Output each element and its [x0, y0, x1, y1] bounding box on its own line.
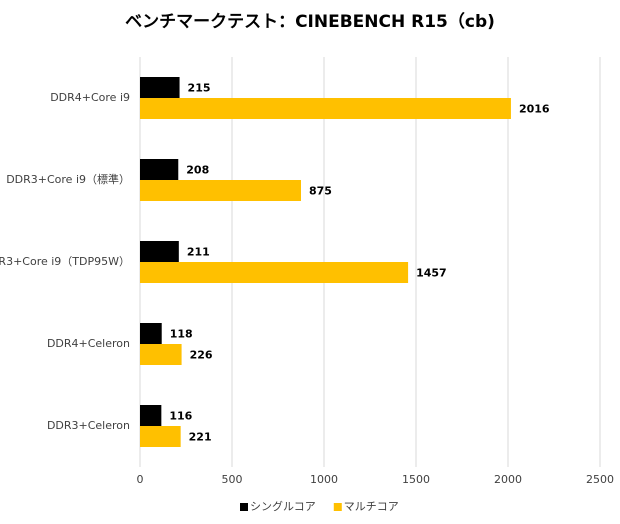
bar — [140, 262, 409, 283]
data-label: 875 — [309, 185, 332, 198]
x-tick-label: 0 — [137, 473, 144, 486]
x-tick-label: 1500 — [402, 473, 430, 486]
data-label: 2016 — [519, 103, 550, 116]
x-tick-label: 500 — [222, 473, 243, 486]
bar — [140, 344, 182, 365]
bar — [140, 323, 162, 344]
y-tick-label: DDR3+Celeron — [47, 419, 130, 432]
legend-label: シングルコア — [250, 499, 316, 513]
bar — [140, 98, 511, 119]
data-label: 116 — [169, 410, 192, 423]
legend-label: マルチコア — [344, 500, 399, 513]
bar — [140, 159, 179, 180]
y-tick-label: DDR4+Core i9 — [50, 91, 130, 104]
data-label: 1457 — [416, 267, 447, 280]
bar — [140, 426, 181, 447]
bar — [140, 180, 301, 201]
y-tick-label: DDR3+Core i9（標準） — [6, 172, 130, 186]
legend-swatch — [333, 503, 342, 511]
data-label: 226 — [190, 349, 213, 362]
chart-title: ベンチマークテスト：CINEBENCH R15（cb) — [125, 11, 495, 32]
y-tick-label: DDR4+Celeron — [47, 337, 130, 350]
bar — [140, 241, 179, 262]
bar — [140, 77, 180, 98]
legend-swatch — [240, 503, 248, 511]
data-label: 208 — [186, 164, 209, 177]
data-label: 118 — [170, 328, 193, 341]
x-tick-label: 2500 — [586, 473, 614, 486]
y-tick-label: DDR3+Core i9（TDP95W） — [0, 255, 130, 268]
data-label: 221 — [189, 431, 212, 444]
x-tick-label: 2000 — [494, 473, 522, 486]
data-label: 215 — [188, 82, 211, 95]
data-label: 211 — [187, 246, 210, 259]
bar — [140, 405, 162, 426]
x-tick-label: 1000 — [310, 473, 338, 486]
